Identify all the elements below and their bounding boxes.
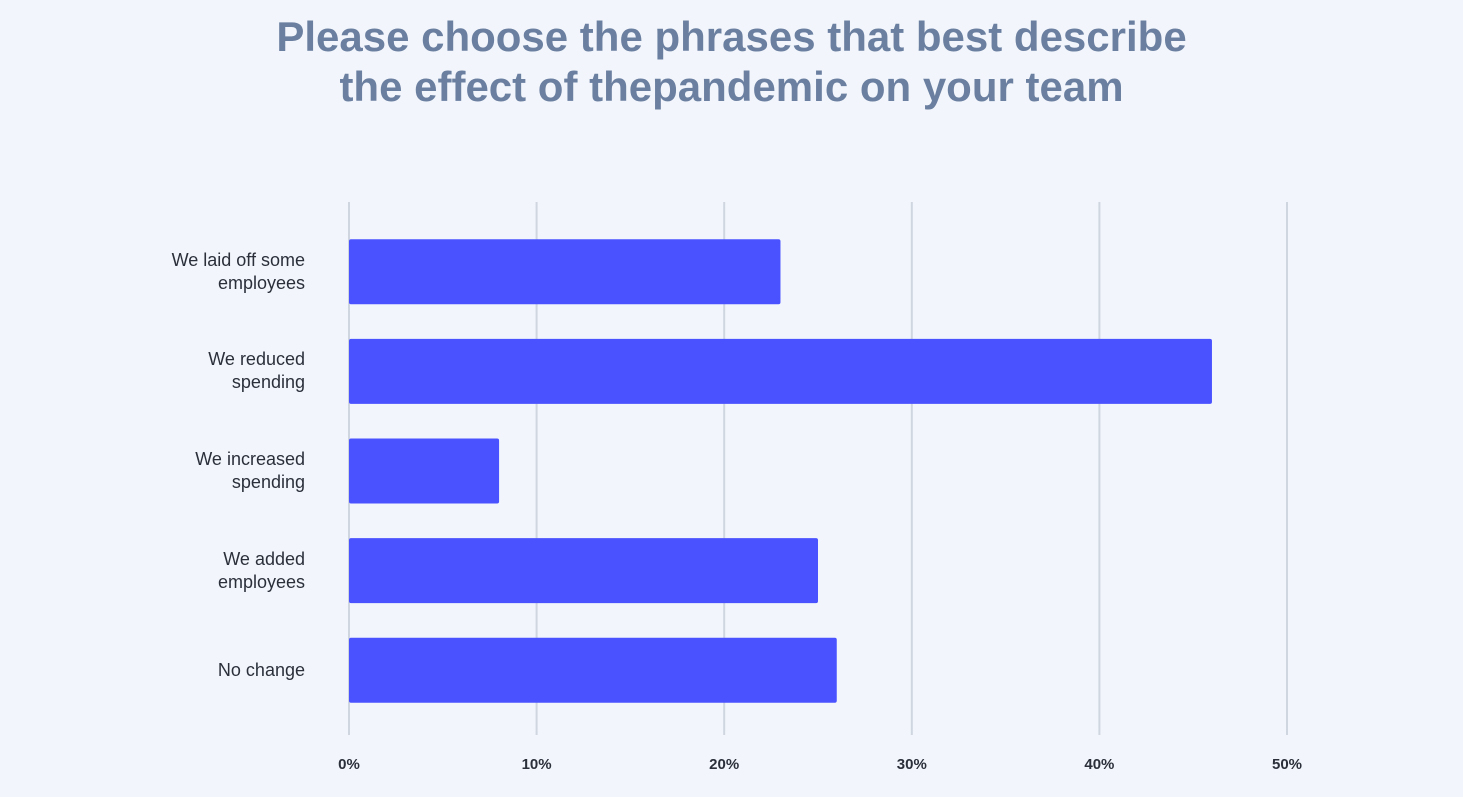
x-tick-label: 10% [522,756,552,773]
x-tick-label: 40% [1084,756,1114,773]
bar [349,438,500,504]
x-tick-label: 0% [338,756,360,773]
y-tick-label: We added employees [217,548,305,592]
bar [349,239,781,305]
x-tick-label: 30% [897,756,927,773]
bar [349,637,837,703]
x-tick-label: 20% [709,756,739,773]
y-tick-label: We reduced spending [208,349,305,393]
chart-title: Please choose the phrases that best desc… [276,13,1187,110]
y-tick-label: We laid off some employees [171,249,305,293]
y-tick-label: We increased spending [195,449,305,492]
bar [349,338,1212,404]
bar [349,538,818,604]
x-tick-label: 50% [1272,756,1302,773]
y-tick-label: No change [217,659,305,680]
